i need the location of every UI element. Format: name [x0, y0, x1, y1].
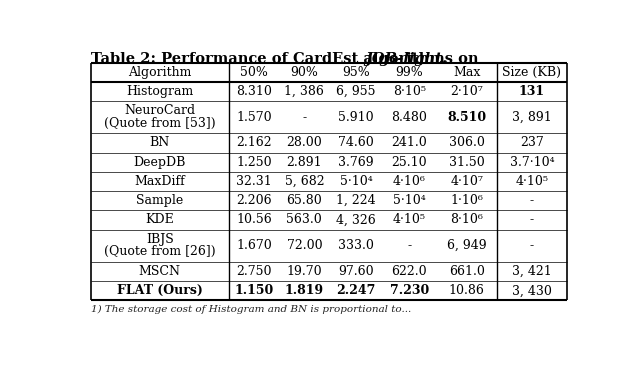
Text: 99%: 99%: [396, 66, 423, 79]
Text: 3.769: 3.769: [338, 156, 374, 169]
Text: NeuroCard: NeuroCard: [124, 105, 195, 117]
Text: MSCN: MSCN: [139, 265, 181, 278]
Text: 333.0: 333.0: [338, 239, 374, 252]
Text: 306.0: 306.0: [449, 137, 484, 149]
Text: 131: 131: [519, 85, 545, 98]
Text: 74.60: 74.60: [338, 137, 374, 149]
Text: MaxDiff: MaxDiff: [134, 175, 185, 188]
Text: 622.0: 622.0: [392, 265, 427, 278]
Text: 5.910: 5.910: [338, 111, 374, 124]
Text: Table 2: Performance of CardEst algorithms on: Table 2: Performance of CardEst algorith…: [91, 52, 483, 66]
Text: 3, 430: 3, 430: [512, 284, 552, 297]
Text: 19.70: 19.70: [287, 265, 322, 278]
Text: 1.670: 1.670: [236, 239, 272, 252]
Text: 65.80: 65.80: [287, 194, 322, 207]
Text: FLAT (Ours): FLAT (Ours): [117, 284, 203, 297]
Text: -: -: [530, 194, 534, 207]
Text: 1·10⁶: 1·10⁶: [451, 194, 483, 207]
Text: 2.206: 2.206: [236, 194, 272, 207]
Text: 32.31: 32.31: [236, 175, 272, 188]
Text: Max: Max: [453, 66, 481, 79]
Text: 2.162: 2.162: [236, 137, 272, 149]
Text: 8·10⁵: 8·10⁵: [393, 85, 426, 98]
Text: 6, 955: 6, 955: [336, 85, 376, 98]
Text: 50%: 50%: [240, 66, 268, 79]
Text: 1.150: 1.150: [234, 284, 274, 297]
Text: 2.750: 2.750: [236, 265, 272, 278]
Text: -: -: [530, 213, 534, 227]
Text: 3, 891: 3, 891: [512, 111, 552, 124]
Text: Histogram: Histogram: [126, 85, 193, 98]
Text: 4·10⁵: 4·10⁵: [515, 175, 548, 188]
Text: 7.230: 7.230: [390, 284, 429, 297]
Text: Sample: Sample: [136, 194, 184, 207]
Text: 1, 224: 1, 224: [336, 194, 376, 207]
Text: 8.510: 8.510: [447, 111, 486, 124]
Text: 3, 421: 3, 421: [512, 265, 552, 278]
Text: 95%: 95%: [342, 66, 370, 79]
Text: 10.56: 10.56: [236, 213, 272, 227]
Text: -: -: [530, 239, 534, 252]
Text: 4·10⁶: 4·10⁶: [393, 175, 426, 188]
Text: 1.819: 1.819: [285, 284, 324, 297]
Text: 97.60: 97.60: [338, 265, 374, 278]
Text: 72.00: 72.00: [287, 239, 322, 252]
Text: JOB-light.: JOB-light.: [365, 52, 447, 66]
Text: 2.891: 2.891: [287, 156, 322, 169]
Text: 1.570: 1.570: [236, 111, 272, 124]
Text: (Quote from [26]): (Quote from [26]): [104, 245, 216, 258]
Text: 2·10⁷: 2·10⁷: [451, 85, 483, 98]
Text: 10.86: 10.86: [449, 284, 484, 297]
Text: 237: 237: [520, 137, 544, 149]
Text: IBJS: IBJS: [146, 233, 173, 246]
Text: 31.50: 31.50: [449, 156, 484, 169]
Text: 4, 326: 4, 326: [336, 213, 376, 227]
Text: BN: BN: [150, 137, 170, 149]
Text: 28.00: 28.00: [287, 137, 322, 149]
Text: KDE: KDE: [145, 213, 174, 227]
Text: 2.247: 2.247: [336, 284, 376, 297]
Text: 1) The storage cost of Histogram and BN is proportional to...: 1) The storage cost of Histogram and BN …: [91, 305, 411, 314]
Text: Algorithm: Algorithm: [128, 66, 191, 79]
Text: 6, 949: 6, 949: [447, 239, 486, 252]
Text: 5·10⁴: 5·10⁴: [393, 194, 426, 207]
Text: 661.0: 661.0: [449, 265, 484, 278]
Text: -: -: [407, 239, 412, 252]
Text: 25.10: 25.10: [392, 156, 427, 169]
Text: 8.480: 8.480: [392, 111, 428, 124]
Text: 5, 682: 5, 682: [285, 175, 324, 188]
Text: DeepDB: DeepDB: [134, 156, 186, 169]
Text: 1, 386: 1, 386: [284, 85, 324, 98]
Text: 1.250: 1.250: [236, 156, 272, 169]
Text: 90%: 90%: [291, 66, 318, 79]
Text: 241.0: 241.0: [392, 137, 428, 149]
Text: (Quote from [53]): (Quote from [53]): [104, 117, 216, 130]
Text: 4·10⁷: 4·10⁷: [451, 175, 483, 188]
Text: 8.310: 8.310: [236, 85, 272, 98]
Text: 8·10⁶: 8·10⁶: [451, 213, 483, 227]
Text: -: -: [302, 111, 307, 124]
Text: 5·10⁴: 5·10⁴: [340, 175, 372, 188]
Text: 3.7·10⁴: 3.7·10⁴: [509, 156, 554, 169]
Text: 563.0: 563.0: [287, 213, 322, 227]
Text: 4·10⁵: 4·10⁵: [393, 213, 426, 227]
Text: Size (KB): Size (KB): [502, 66, 561, 79]
